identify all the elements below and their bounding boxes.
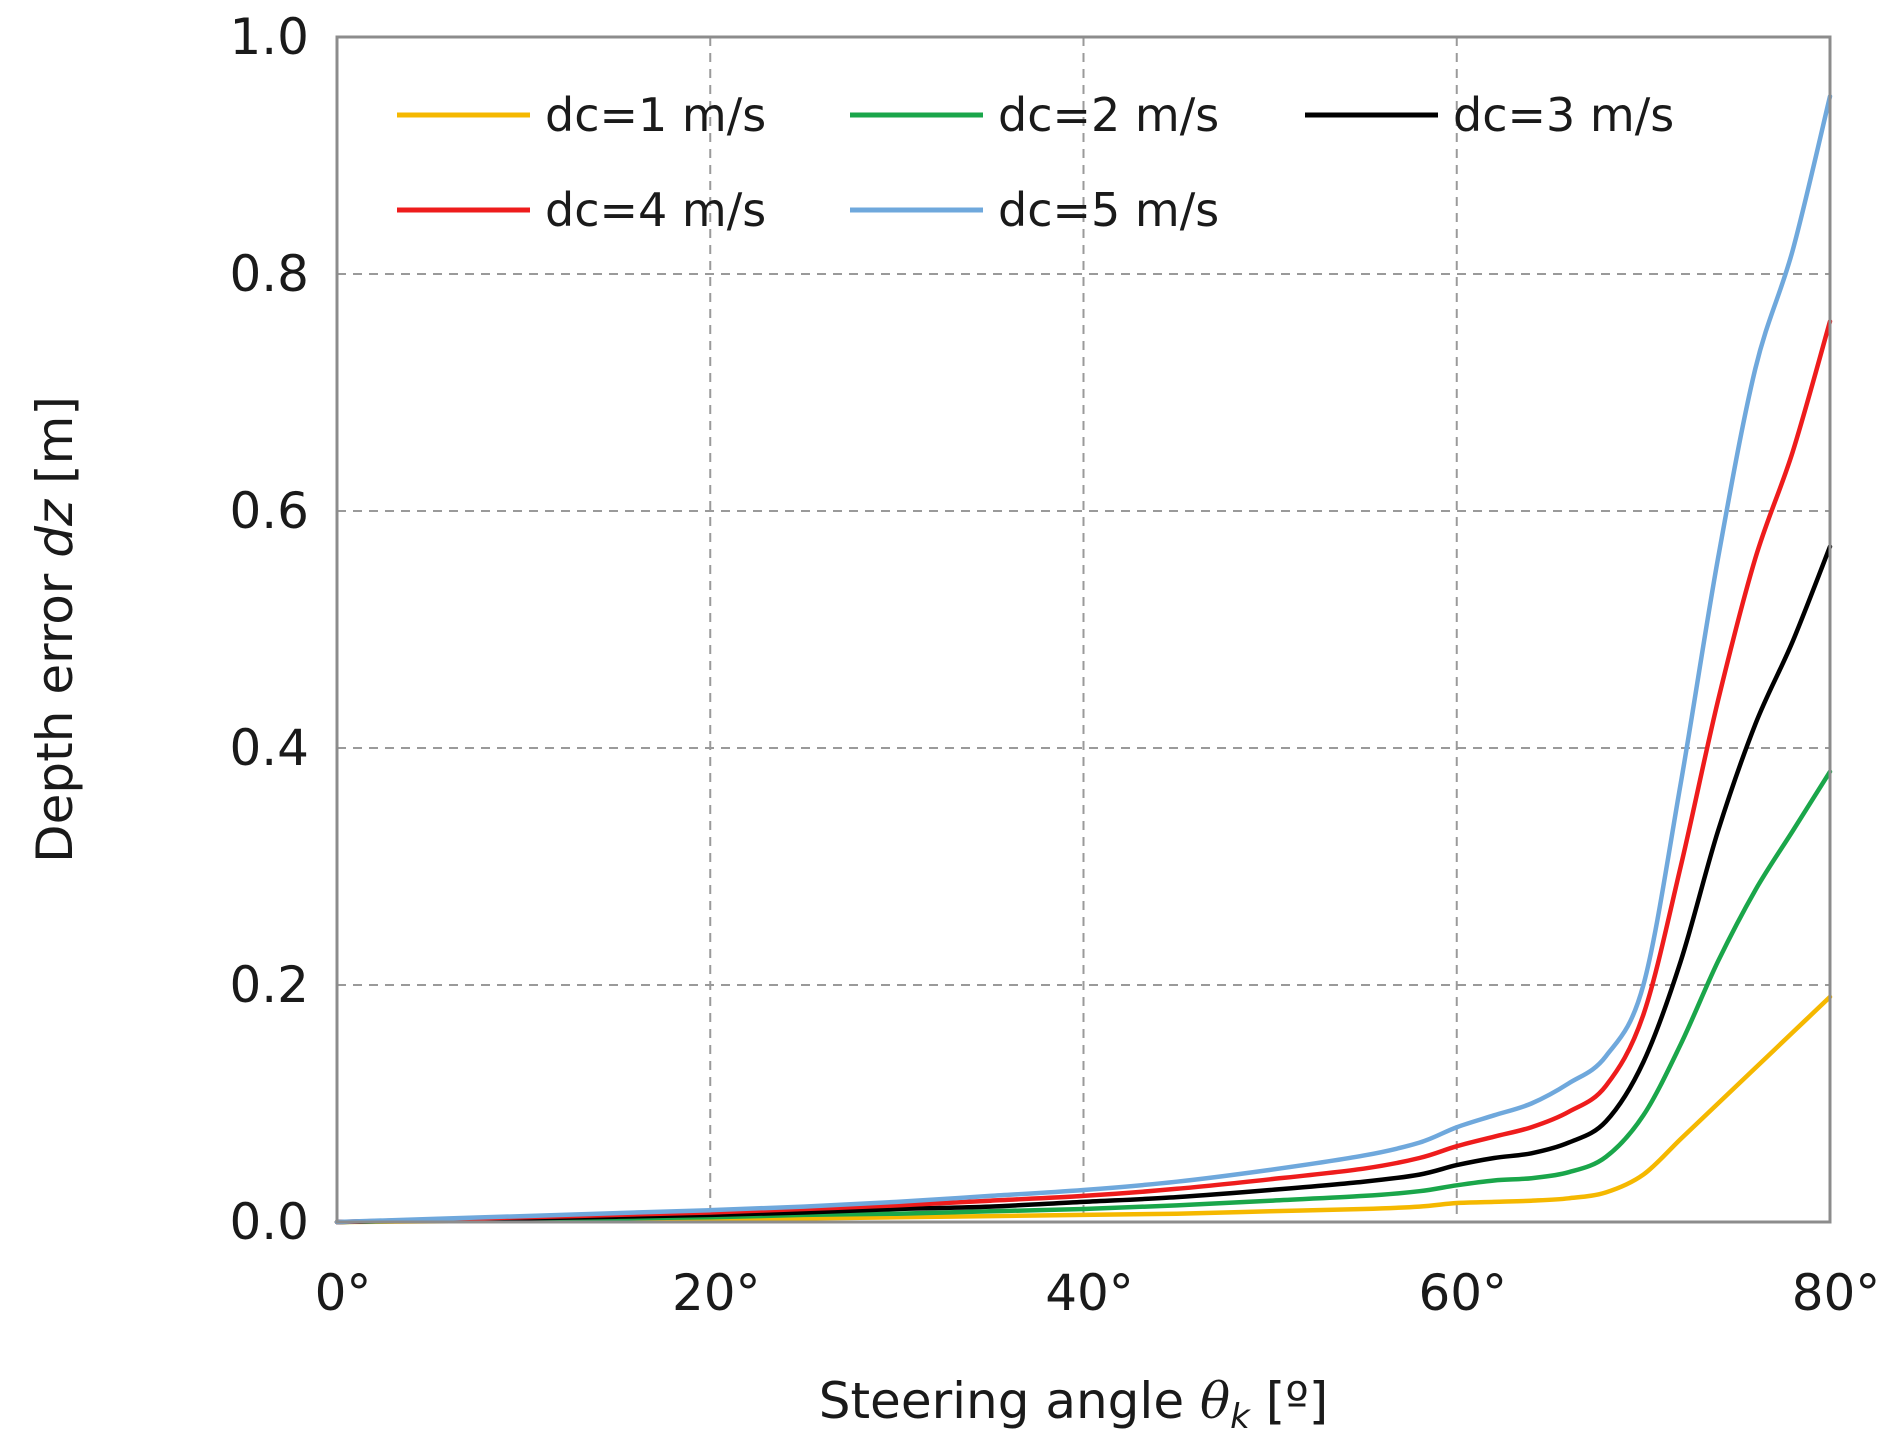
y-tick-label: 0.2 bbox=[229, 956, 309, 1014]
gridlines bbox=[337, 37, 1830, 1222]
x-tick-label: 80° bbox=[1792, 1264, 1881, 1322]
legend-label: dc=4 m/s bbox=[545, 183, 766, 237]
series-line-dc-5-m-s bbox=[334, 94, 1833, 1225]
legend-label: dc=5 m/s bbox=[998, 183, 1219, 237]
x-axis-ticks: 0° 20° 40° 60° 80° bbox=[315, 1264, 1881, 1322]
series-line-dc-3-m-s bbox=[334, 544, 1833, 1225]
y-axis-title: Depth error dz [m] bbox=[26, 396, 84, 863]
legend-label: dc=2 m/s bbox=[998, 88, 1219, 142]
x-tick-label: 40° bbox=[1045, 1264, 1134, 1322]
x-tick-label: 0° bbox=[315, 1264, 372, 1322]
y-axis-ticks: 0.0 0.2 0.4 0.6 0.8 1.0 bbox=[229, 8, 309, 1251]
x-tick-label: 20° bbox=[672, 1264, 761, 1322]
series-line-dc-4-m-s bbox=[334, 319, 1833, 1225]
y-tick-label: 1.0 bbox=[229, 8, 309, 66]
legend-label: dc=3 m/s bbox=[1453, 88, 1674, 142]
legend: dc=1 m/s dc=2 m/s dc=3 m/s dc=4 m/s dc=5 m/s bbox=[397, 88, 1674, 237]
x-tick-label: 60° bbox=[1418, 1264, 1507, 1322]
y-tick-label: 0.0 bbox=[229, 1193, 309, 1251]
y-tick-label: 0.4 bbox=[229, 719, 309, 777]
y-tick-label: 0.6 bbox=[229, 482, 309, 540]
legend-label: dc=1 m/s bbox=[545, 88, 766, 142]
x-axis-title: Steering angle θk [º] bbox=[819, 1372, 1329, 1437]
y-tick-label: 0.8 bbox=[229, 245, 309, 303]
plot-frame bbox=[335, 35, 1832, 1224]
series-lines bbox=[334, 94, 1833, 1225]
